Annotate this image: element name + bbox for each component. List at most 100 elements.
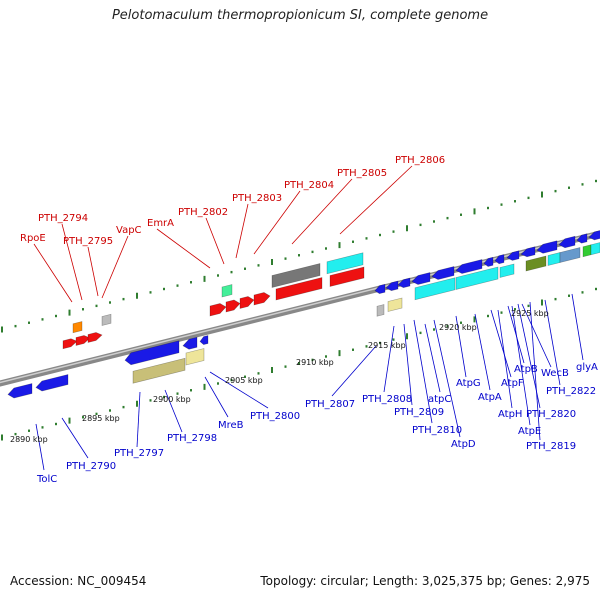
gene-feature bbox=[239, 296, 255, 309]
gene-feature bbox=[72, 321, 83, 334]
scale-label-2920: 2920 kbp bbox=[439, 323, 477, 332]
gene-feature bbox=[387, 297, 403, 312]
gene-feature bbox=[185, 348, 205, 366]
label-vapc: VapC bbox=[116, 225, 142, 236]
label-pth-2795: PTH_2795 bbox=[63, 236, 113, 247]
label-leader-line bbox=[403, 323, 413, 406]
gene-feature bbox=[547, 252, 561, 266]
gene-feature bbox=[483, 256, 494, 267]
gene-feature bbox=[225, 299, 241, 313]
gene-feature bbox=[494, 254, 505, 265]
label-leader-line bbox=[521, 303, 552, 368]
label-rpoe: RpoE bbox=[20, 233, 46, 244]
label-pth-2804: PTH_2804 bbox=[284, 180, 334, 191]
scale-label-2890: 2890 kbp bbox=[10, 435, 48, 444]
label-leader-line bbox=[33, 243, 73, 303]
genome-axis-highlight bbox=[0, 231, 600, 384]
label-pth-2807: PTH_2807 bbox=[305, 399, 355, 410]
label-pth-2806: PTH_2806 bbox=[395, 155, 445, 166]
label-leader-line bbox=[424, 323, 441, 393]
gene-feature bbox=[431, 266, 455, 280]
gene-feature bbox=[455, 266, 499, 290]
label-pth-2800: PTH_2800 bbox=[250, 411, 300, 422]
gene-feature bbox=[376, 304, 385, 317]
gene-feature bbox=[209, 303, 227, 317]
scale-label-2925: 2925 kbp bbox=[511, 309, 549, 318]
label-atpg: AtpG bbox=[456, 378, 481, 389]
label-pth-2798: PTH_2798 bbox=[167, 433, 217, 444]
label-pth-2803: PTH_2803 bbox=[232, 193, 282, 204]
label-leader-line bbox=[544, 299, 561, 386]
gene-feature bbox=[75, 335, 91, 346]
label-leader-line bbox=[433, 319, 461, 438]
label-atpf: AtpF bbox=[501, 378, 524, 389]
label-leader-line bbox=[497, 309, 513, 409]
gene-feature bbox=[590, 242, 600, 256]
gene-feature bbox=[199, 335, 209, 345]
gene-feature bbox=[582, 244, 592, 258]
genome-title: Pelotomaculum thermopropionicum SI, comp… bbox=[111, 8, 489, 23]
gene-feature bbox=[132, 357, 186, 384]
label-leader-line bbox=[490, 309, 512, 378]
label-atpb: AtpB bbox=[514, 364, 538, 375]
label-leader-line bbox=[205, 217, 225, 265]
gene-feature bbox=[374, 283, 386, 294]
label-leader-line bbox=[339, 165, 413, 235]
gene-feature bbox=[182, 336, 198, 350]
scale-label-2905: 2905 kbp bbox=[225, 376, 263, 385]
label-pth-2822: PTH_2822 bbox=[546, 386, 596, 397]
label-leader-line bbox=[101, 235, 129, 299]
gene-feature bbox=[506, 250, 520, 261]
label-leader-line bbox=[511, 305, 531, 426]
gene-feature bbox=[385, 280, 399, 291]
label-atpa: AtpA bbox=[478, 392, 502, 403]
gene-feature bbox=[411, 272, 431, 285]
label-emra: EmrA bbox=[147, 218, 174, 229]
label-leader-line bbox=[156, 228, 211, 269]
label-atpc: atpC bbox=[428, 394, 451, 405]
label-leader-line bbox=[61, 417, 89, 459]
label-pth-2809: PTH_2809 bbox=[394, 407, 444, 418]
gene-feature bbox=[558, 235, 576, 249]
gene-feature bbox=[329, 266, 365, 287]
label-pth-2797: PTH_2797 bbox=[114, 448, 164, 459]
gene-feature bbox=[275, 277, 323, 301]
label-tolc: TolC bbox=[36, 474, 57, 485]
gene-feature bbox=[326, 252, 364, 275]
label-pth-2820: PTH_2820 bbox=[526, 409, 576, 420]
label-pth-2802: PTH_2802 bbox=[178, 207, 228, 218]
scale-label-2900: 2900 kbp bbox=[153, 395, 191, 404]
label-pth-2810: PTH_2810 bbox=[412, 425, 462, 436]
scale-label-2915: 2915 kbp bbox=[368, 341, 406, 350]
label-leader-line bbox=[164, 389, 183, 433]
label-leader-line bbox=[35, 423, 45, 471]
gene-feature bbox=[414, 277, 456, 301]
label-pth-2808: PTH_2808 bbox=[362, 394, 412, 405]
gene-feature bbox=[576, 233, 588, 244]
gene-feature bbox=[499, 263, 515, 278]
label-leader-lines bbox=[33, 165, 584, 471]
label-pth-2794: PTH_2794 bbox=[38, 213, 88, 224]
gene-feature bbox=[271, 263, 321, 288]
label-leader-line bbox=[209, 371, 269, 409]
label-glya: glyA bbox=[576, 362, 598, 373]
scale-label-2910: 2910 kbp bbox=[296, 358, 334, 367]
gene-feature bbox=[35, 374, 69, 392]
gene-feature bbox=[525, 255, 547, 272]
label-leader-line bbox=[474, 313, 491, 391]
label-leader-line bbox=[529, 301, 541, 441]
gene-feature bbox=[62, 338, 78, 350]
label-leader-line bbox=[383, 325, 395, 393]
label-leader-line bbox=[61, 223, 83, 301]
tick-marks bbox=[1, 179, 597, 441]
gene-feature bbox=[455, 259, 483, 274]
label-leader-line bbox=[87, 246, 99, 297]
label-pth-2819: PTH_2819 bbox=[526, 441, 576, 452]
label-leader-line bbox=[413, 319, 433, 424]
label-leader-line bbox=[253, 190, 301, 255]
gene-feature bbox=[101, 313, 112, 326]
label-leader-line bbox=[455, 315, 467, 378]
lower-gene-labels: TolC PTH_2790 PTH_2797 PTH_2798 MreB PTH… bbox=[36, 362, 598, 485]
genome-axis bbox=[0, 230, 600, 387]
